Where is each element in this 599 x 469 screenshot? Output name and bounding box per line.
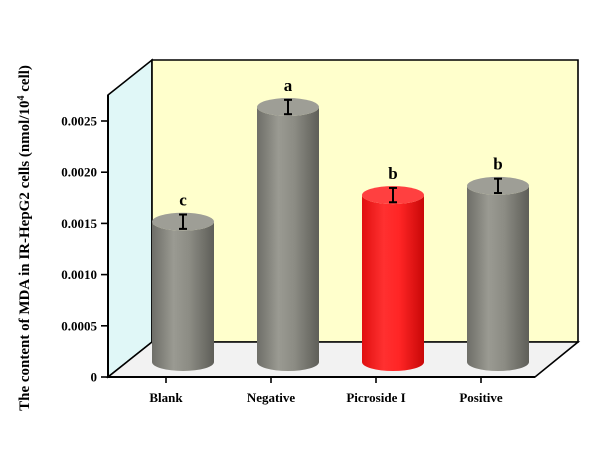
side-wall [107, 58, 153, 379]
x-tick-label: Blank [149, 390, 183, 405]
error-bar [389, 186, 397, 204]
significance-label: b [493, 155, 502, 174]
y-axis-title-end: cell) [17, 65, 33, 95]
y-tick-label: 0.0020 [61, 165, 97, 180]
y-tick-label: 0.0025 [61, 114, 97, 129]
y-tick-label: 0.0015 [61, 216, 97, 231]
significance-label: c [179, 191, 187, 210]
bar-body [467, 185, 529, 371]
bar-blank [152, 212, 214, 371]
error-bars-group [179, 98, 502, 230]
x-tick-label: Positive [459, 390, 503, 405]
significance-label: a [284, 76, 293, 95]
error-bar [494, 177, 502, 195]
y-tick-label: 0 [91, 370, 98, 385]
error-bar [284, 98, 292, 116]
y-axis-title-main: The content of MDA in IR-HepG2 cells (nm… [17, 101, 33, 411]
x-tick-label: Negative [247, 390, 296, 405]
x-tick-label: Picroside I [346, 390, 405, 405]
x-labels-group: Blank Negative Picroside I Positive [149, 377, 503, 405]
y-ticks-group: 0 0.0005 0.0010 0.0015 0.0020 0.0025 [61, 114, 108, 385]
bar-picroside-i [362, 186, 424, 371]
y-tick-label: 0.0005 [61, 318, 97, 333]
bar-body [362, 195, 424, 371]
error-bar [179, 213, 187, 230]
significance-label: b [388, 164, 397, 183]
y-axis-title-sup: 4 [16, 96, 27, 101]
y-tick-label: 0.0010 [61, 267, 97, 282]
bar-negative [257, 98, 319, 372]
bar-body [152, 221, 214, 371]
y-axis-title: The content of MDA in IR-HepG2 cells (nm… [16, 65, 34, 411]
bar-positive [467, 176, 529, 371]
significance-labels-group: c a b b [179, 76, 503, 210]
bar-body [257, 107, 319, 372]
